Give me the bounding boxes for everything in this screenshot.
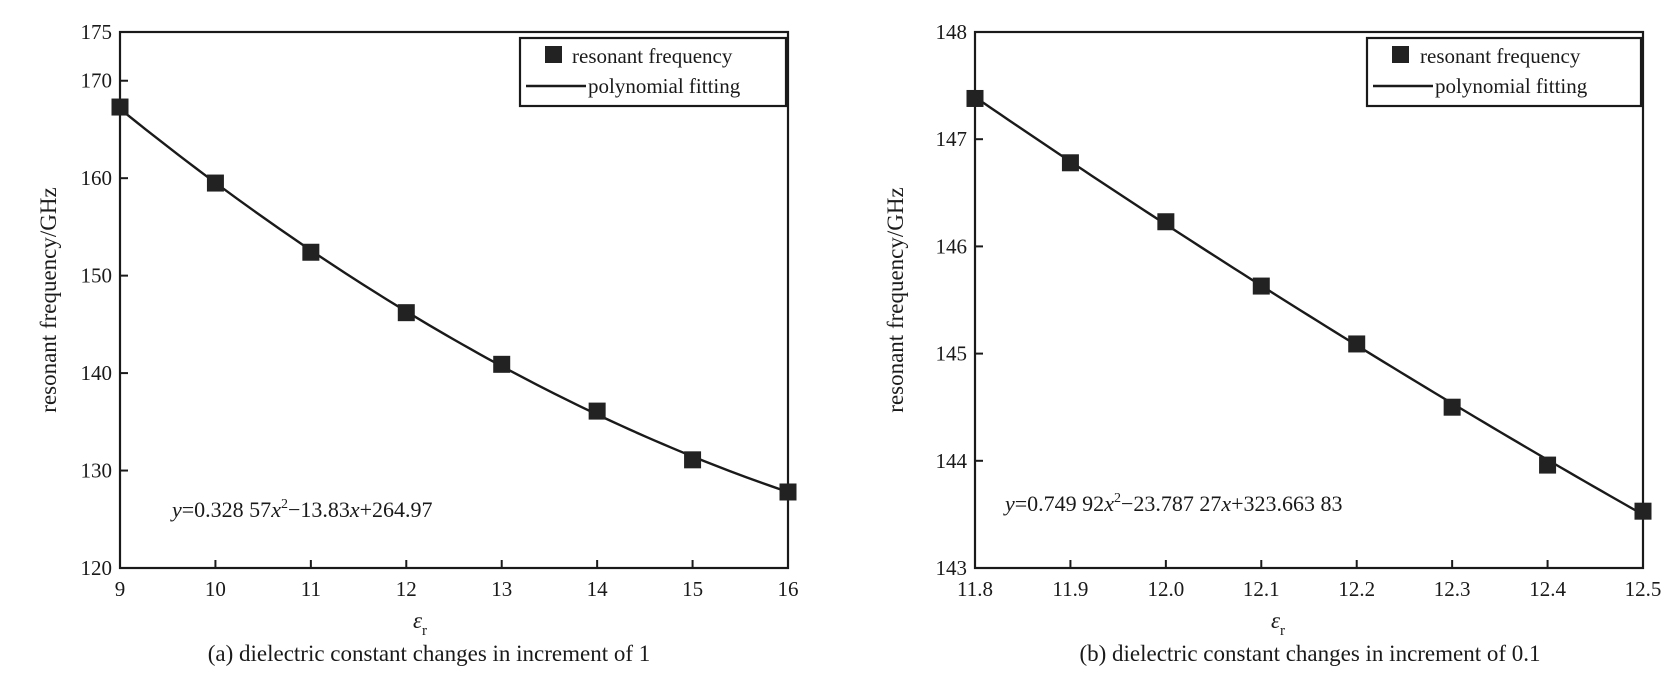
chart-b-legend: resonant frequency polynomial fitting: [1365, 36, 1643, 108]
chart-a-legend-box: [518, 36, 788, 108]
chart-a-fit-line: [119, 107, 789, 494]
chart-b-y-tick-label: 148: [936, 20, 968, 44]
chart-a-data-point: [493, 355, 511, 373]
chart-a-data-point: [779, 483, 797, 501]
chart-b-data-point: [1252, 277, 1270, 295]
chart-b-y-tick-label: 143: [936, 556, 968, 580]
chart-a-x-tick-label: 10: [205, 577, 226, 601]
chart-a-x-tick-label: 15: [682, 577, 703, 601]
chart-a-y-tick-label: 120: [81, 556, 113, 580]
chart-a-y-tick-label: 160: [81, 166, 113, 190]
chart-a-y-ticks: 120 130 140 150 160 170 175: [81, 20, 128, 580]
chart-a-points: [111, 98, 797, 501]
chart-b-eq-y: y: [1003, 491, 1015, 516]
chart-b-eq-x1: x: [1103, 491, 1114, 516]
chart-a-legend-marker: [545, 46, 562, 63]
chart-b-x-tick-label: 12.4: [1529, 577, 1566, 601]
chart-a-eq-part3: +264.97: [360, 497, 433, 522]
chart-b-y-tick-label: 146: [936, 234, 968, 258]
chart-b-y-tick-label: 144: [936, 449, 968, 473]
chart-b-eq-x2: x: [1220, 491, 1231, 516]
chart-b-data-point: [1061, 154, 1079, 172]
chart-a-x-ticks: 9 10 11 12 13 14 15 16: [115, 560, 799, 601]
chart-b-x-ticks: 11.8 11.9 12.0 12.1 12.2 12.3 12.4 12.5: [957, 560, 1661, 601]
chart-b-y-tick-label: 145: [936, 342, 968, 366]
chart-b-caption: (b) dielectric constant changes in incre…: [1079, 641, 1540, 666]
chart-a-plot-frame: [118, 30, 790, 570]
chart-b-data-point: [1348, 335, 1366, 353]
chart-b-data-point: [1443, 398, 1461, 416]
chart-b-y-ticks: 143 144 145 146 147 148: [936, 20, 983, 580]
chart-a-caption: (a) dielectric constant changes in incre…: [208, 641, 651, 666]
chart-a-x-tick-label: 11: [301, 577, 321, 601]
chart-a-data-point: [684, 451, 702, 469]
chart-b-eq-part1: =0.749 92: [1015, 491, 1104, 516]
chart-a-y-tick-label: 140: [81, 361, 113, 385]
chart-b-x-label-main: ε: [1271, 608, 1281, 633]
chart-a-data-point: [302, 243, 320, 261]
chart-a-y-tick-label: 130: [81, 459, 113, 483]
chart-b-x-label-sub: r: [1280, 623, 1285, 639]
chart-a: 120 130 140 150 160 170 175 9 10 11 12 13 14 15 16 re…: [36, 20, 799, 666]
chart-b-x-tick-label: 12.5: [1625, 577, 1662, 601]
chart-a-eq-sup: 2: [281, 497, 288, 512]
chart-a-eq-x2: x: [349, 497, 360, 522]
chart-a-eq-part2: −13.83: [288, 497, 350, 522]
chart-b-fit-line: [974, 96, 1644, 516]
chart-a-eq-part1: =0.328 57: [182, 497, 271, 522]
chart-a-x-label-main: ε: [413, 608, 423, 633]
chart-b-x-tick-label: 11.9: [1052, 577, 1088, 601]
chart-b-eq-part3: +323.663 83: [1231, 491, 1342, 516]
chart-b-legend-marker: [1392, 46, 1409, 63]
chart-a-data-point: [588, 402, 606, 420]
chart-b-x-tick-label: 12.3: [1434, 577, 1471, 601]
chart-a-eq-y: y: [170, 497, 182, 522]
chart-a-legend-points-label: resonant frequency: [572, 44, 733, 68]
chart-b-plot-frame: [973, 30, 1645, 570]
chart-a-data-point: [397, 304, 415, 322]
chart-a-equation: y=0.328 57x2−13.83x+264.97: [170, 497, 433, 522]
chart-b-y-axis-label: resonant frequency/GHz: [883, 187, 908, 412]
chart-b-equation: y=0.749 92x2−23.787 27x+323.663 83: [1003, 491, 1343, 516]
chart-b-x-tick-label: 11.8: [957, 577, 993, 601]
chart-a-x-label-sub: r: [422, 623, 427, 639]
chart-b-y-tick-label: 147: [936, 127, 968, 151]
chart-b-legend-fit-label: polynomial fitting: [1435, 74, 1588, 98]
chart-a-x-axis-label: εr: [413, 608, 427, 639]
chart-b-eq-part2: −23.787 27: [1121, 491, 1221, 516]
chart-a-x-tick-label: 14: [587, 577, 609, 601]
chart-b-legend-box: [1365, 36, 1643, 108]
chart-b-legend-points-label: resonant frequency: [1420, 44, 1581, 68]
chart-a-eq-x1: x: [270, 497, 281, 522]
chart-a-y-tick-label: 175: [81, 20, 113, 44]
chart-b-x-tick-label: 12.1: [1243, 577, 1280, 601]
chart-a-x-tick-label: 12: [396, 577, 417, 601]
chart-b-data-point: [1157, 213, 1175, 231]
chart-b-data-point: [966, 89, 984, 107]
chart-a-data-point: [206, 174, 224, 192]
chart-a-x-tick-label: 16: [778, 577, 799, 601]
chart-a-x-tick-label: 13: [491, 577, 512, 601]
chart-a-y-tick-label: 150: [81, 264, 113, 288]
chart-b-x-axis-label: εr: [1271, 608, 1285, 639]
chart-a-legend-fit-label: polynomial fitting: [588, 74, 741, 98]
chart-b-x-tick-label: 12.0: [1147, 577, 1184, 601]
chart-a-y-tick-label: 170: [81, 69, 113, 93]
chart-a-legend: resonant frequency polynomial fitting: [518, 36, 788, 108]
chart-b-data-point: [1539, 456, 1557, 474]
chart-b-data-point: [1634, 502, 1652, 520]
chart-b-eq-sup: 2: [1114, 491, 1121, 506]
chart-a-x-tick-label: 9: [115, 577, 126, 601]
chart-a-data-point: [111, 98, 129, 116]
chart-a-y-axis-label: resonant frequency/GHz: [36, 187, 61, 412]
chart-b-x-tick-label: 12.2: [1338, 577, 1375, 601]
chart-b-points: [966, 89, 1652, 520]
